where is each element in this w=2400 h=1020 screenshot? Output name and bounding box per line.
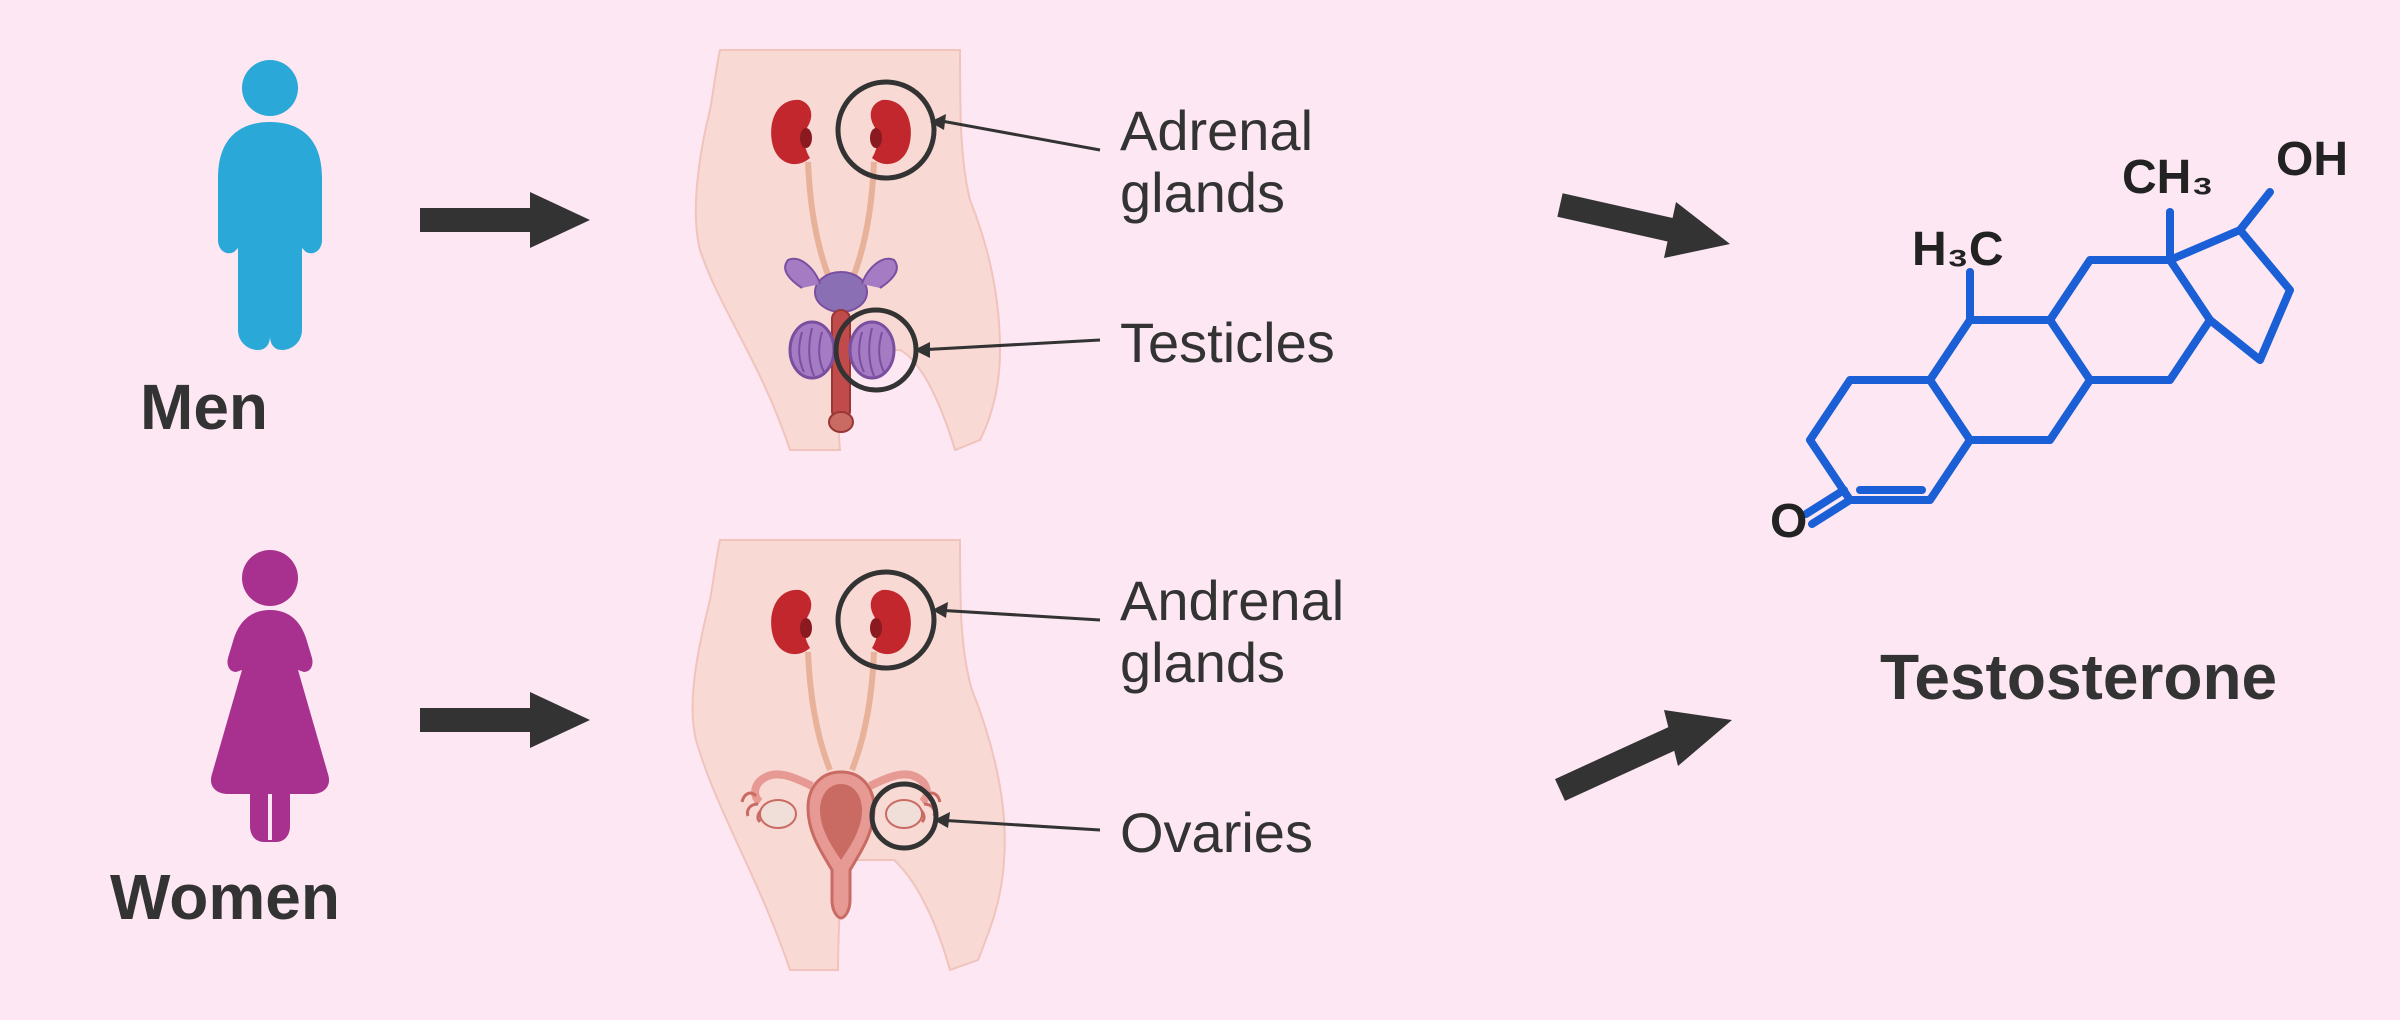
bladder-icon [815, 272, 867, 312]
female-ovary-circle-icon [872, 784, 936, 848]
testicle-right-icon [850, 322, 894, 378]
female-anatomy [693, 540, 1005, 970]
male-kidney-right-icon [870, 100, 911, 164]
penis-icon [832, 310, 850, 420]
flow-arrow-women-to-mol [1560, 710, 1732, 790]
ovary-left-icon [760, 800, 796, 828]
atom-o-label: O [1770, 494, 1807, 549]
atom-h3c-label: H₃C [1912, 222, 2004, 277]
flow-arrow-women [420, 692, 590, 748]
male-adrenal-circle-icon [838, 82, 934, 178]
male-kidney-left-icon [771, 100, 812, 164]
testicle-left-icon [790, 322, 834, 378]
callout-female-adrenal: Andrenal glands [1120, 570, 1344, 693]
fallopian-right-icon [870, 774, 927, 802]
callout-female-ovaries: Ovaries [1120, 800, 1313, 865]
callout-male-adrenal: Adrenal glands [1120, 100, 1313, 223]
callout-male-testicles: Testicles [1120, 310, 1335, 375]
testosterone-molecule-icon [1806, 192, 2290, 524]
women-label: Women [110, 860, 340, 934]
men-label: Men [140, 370, 268, 444]
female-kidney-left-icon [771, 590, 812, 654]
atom-oh-label: OH [2276, 132, 2348, 187]
male-anatomy [696, 50, 1000, 450]
leader-male-adrenal [936, 120, 1100, 150]
male-testicle-circle-icon [836, 310, 916, 390]
leader-male-testicle [918, 340, 1100, 350]
women-icon [211, 550, 329, 842]
leader-female-adrenal [936, 610, 1100, 620]
atom-ch3-label: CH₃ [2122, 150, 2214, 205]
fallopian-left-icon [755, 774, 812, 802]
men-icon [218, 60, 322, 350]
uterus-icon [808, 772, 874, 918]
flow-arrow-men-to-mol [1560, 202, 1730, 258]
female-adrenal-circle-icon [838, 572, 934, 668]
flow-arrow-men [420, 192, 590, 248]
leader-female-ovary [938, 820, 1100, 830]
testosterone-label: Testosterone [1880, 640, 2277, 714]
female-kidney-right-icon [870, 590, 911, 654]
ovary-right-icon [886, 800, 922, 828]
